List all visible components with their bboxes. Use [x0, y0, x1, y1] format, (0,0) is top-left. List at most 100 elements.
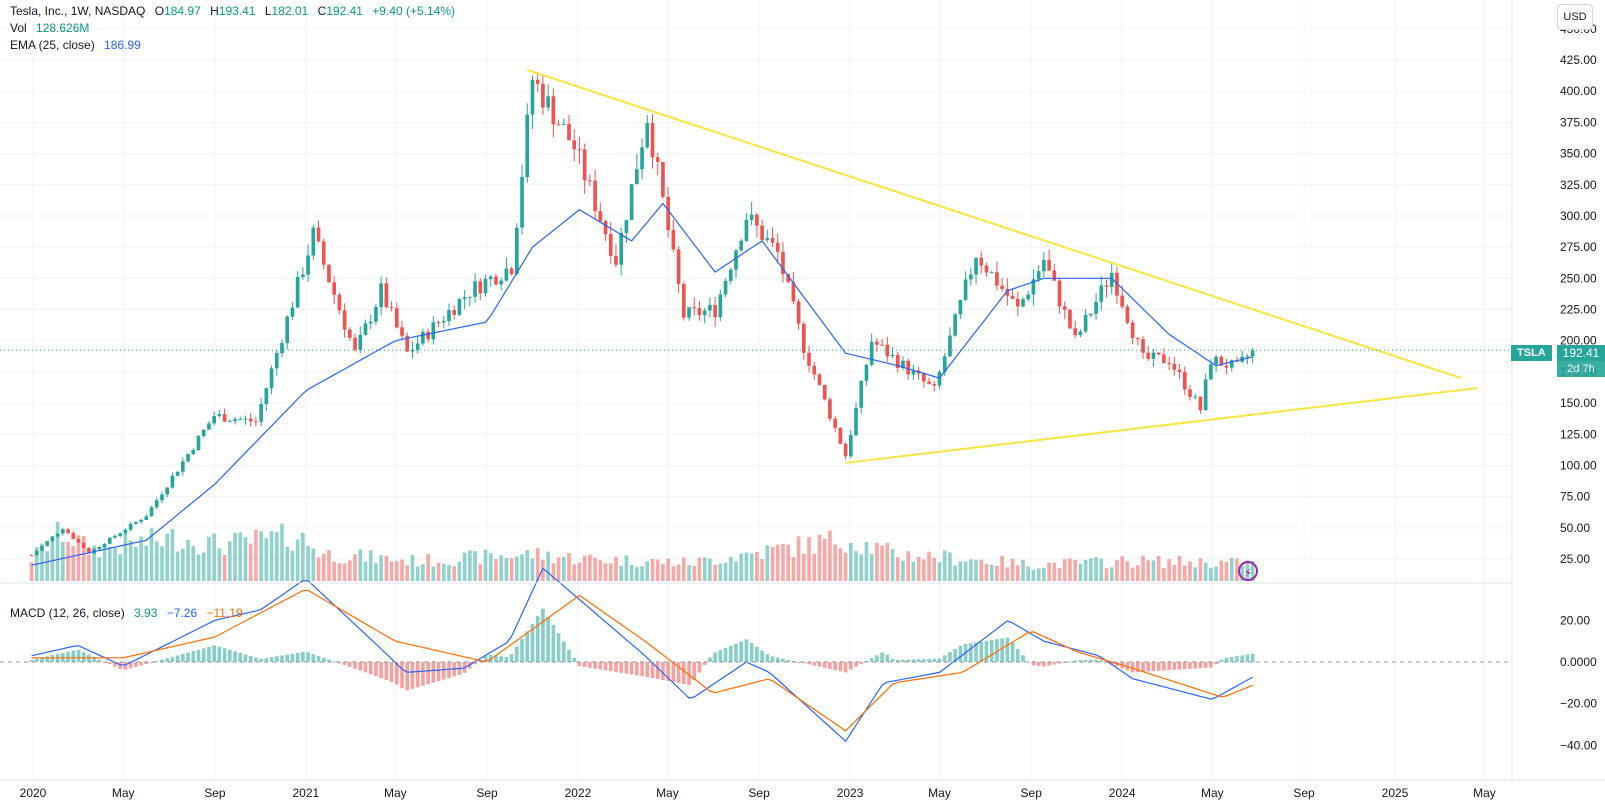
macd-hist-bar	[175, 655, 180, 662]
candle-body	[222, 414, 227, 422]
macd-hist-bar	[546, 616, 550, 662]
volume-bar	[833, 544, 837, 581]
macd-hist-bar	[1162, 662, 1166, 671]
volume-bar	[468, 550, 472, 581]
candle-body	[885, 344, 890, 357]
candle-body	[259, 404, 263, 422]
macd-hist-bar	[1010, 642, 1015, 662]
candle-body	[473, 281, 477, 297]
macd-hist-bar	[942, 655, 947, 662]
candle-body	[1083, 314, 1088, 332]
candle-body	[1052, 270, 1057, 281]
close-label: C	[317, 4, 327, 18]
candle-body	[87, 548, 91, 554]
lower-trendline	[845, 387, 1478, 464]
candle-body	[645, 123, 650, 148]
volume-bar	[415, 566, 420, 581]
volume-bar	[796, 536, 801, 581]
macd-hist-bar	[828, 662, 832, 669]
candle-body	[1109, 272, 1114, 287]
volume-label[interactable]: Vol	[10, 21, 27, 35]
macd-hist-bar	[243, 654, 248, 662]
candle-body	[572, 140, 577, 150]
price-tick-label: 225.00	[1560, 303, 1597, 317]
macd-hist-bar	[1094, 659, 1098, 662]
candle-body	[875, 341, 879, 345]
volume-bar	[191, 546, 196, 581]
volume-bar	[66, 541, 70, 581]
symbol-title[interactable]: Tesla, Inc., 1W, NASDAQ	[10, 4, 146, 18]
candle-body	[348, 329, 352, 338]
candle-body	[468, 296, 472, 298]
volume-bar	[702, 557, 707, 581]
candle-body	[421, 331, 425, 344]
candle-body	[233, 419, 237, 422]
symbol-price-tag: TSLA	[1511, 345, 1552, 361]
macd-hist-bar	[953, 648, 957, 662]
ema-label[interactable]: EMA (25, close)	[10, 38, 95, 52]
candle-body	[901, 360, 905, 369]
macd-hist-bar	[238, 652, 243, 662]
candle-body	[1156, 352, 1161, 355]
volume-bar	[379, 555, 383, 581]
volume-bar	[561, 557, 566, 581]
macd-hist-bar	[723, 648, 728, 662]
candle-body	[55, 533, 60, 537]
candle-body	[854, 407, 858, 436]
volume-bar	[1031, 570, 1036, 581]
candle-body	[989, 272, 994, 274]
macd-hist-bar	[415, 662, 420, 688]
candle-body	[864, 364, 869, 381]
currency-button[interactable]: USD	[1557, 4, 1593, 30]
candle-body	[535, 79, 540, 84]
macd-hist-bar	[854, 662, 858, 667]
volume-bar	[55, 521, 60, 581]
candle-body	[280, 343, 284, 354]
candle-body	[1010, 295, 1015, 299]
volume-bar	[608, 563, 613, 581]
macd-label[interactable]: MACD (12, 26, close)	[10, 606, 125, 620]
candle-body	[379, 283, 383, 308]
volume-bar	[227, 541, 232, 581]
volume-bar	[144, 545, 149, 581]
volume-bar	[353, 554, 357, 581]
candle-body	[739, 240, 744, 251]
macd-hist-bar	[786, 659, 791, 662]
lightning-icon[interactable]: ⚡	[1238, 561, 1258, 581]
candle-body	[734, 250, 738, 270]
candle-body	[828, 399, 832, 419]
main-legend: Tesla, Inc., 1W, NASDAQ O184.97 H193.41 …	[10, 3, 455, 54]
candle-body	[1120, 295, 1124, 307]
volume-bar	[1104, 568, 1109, 581]
volume-bar	[937, 562, 942, 581]
candle-body	[488, 276, 493, 280]
candle-body	[175, 471, 180, 476]
volume-bar	[473, 551, 477, 581]
macd-hist-bar	[374, 662, 378, 677]
candle-body	[457, 299, 462, 315]
candle-body	[781, 251, 785, 275]
volume-bar	[807, 537, 811, 581]
volume-bar	[269, 531, 274, 581]
volume-bar	[290, 550, 295, 581]
candle-body	[880, 344, 884, 346]
candle-body	[817, 374, 822, 385]
volume-bar	[102, 544, 107, 581]
macd-hist-bar	[843, 662, 848, 673]
candle-body	[958, 299, 963, 315]
volume-bar	[1094, 557, 1098, 581]
candle-body	[1162, 354, 1166, 363]
price-tick-label: 400.00	[1560, 84, 1597, 98]
candle-body	[1198, 396, 1203, 411]
macd-hist-bar	[389, 662, 394, 682]
candle-body	[217, 414, 222, 417]
macd-hist-bar	[1068, 661, 1072, 663]
volume-bar	[671, 566, 676, 581]
candle-body	[1031, 279, 1036, 295]
volume-bar	[222, 554, 227, 581]
candle-body	[254, 421, 258, 423]
macd-hist-bar	[1073, 660, 1078, 662]
candle-body	[770, 238, 775, 243]
volume-bar	[859, 554, 864, 581]
